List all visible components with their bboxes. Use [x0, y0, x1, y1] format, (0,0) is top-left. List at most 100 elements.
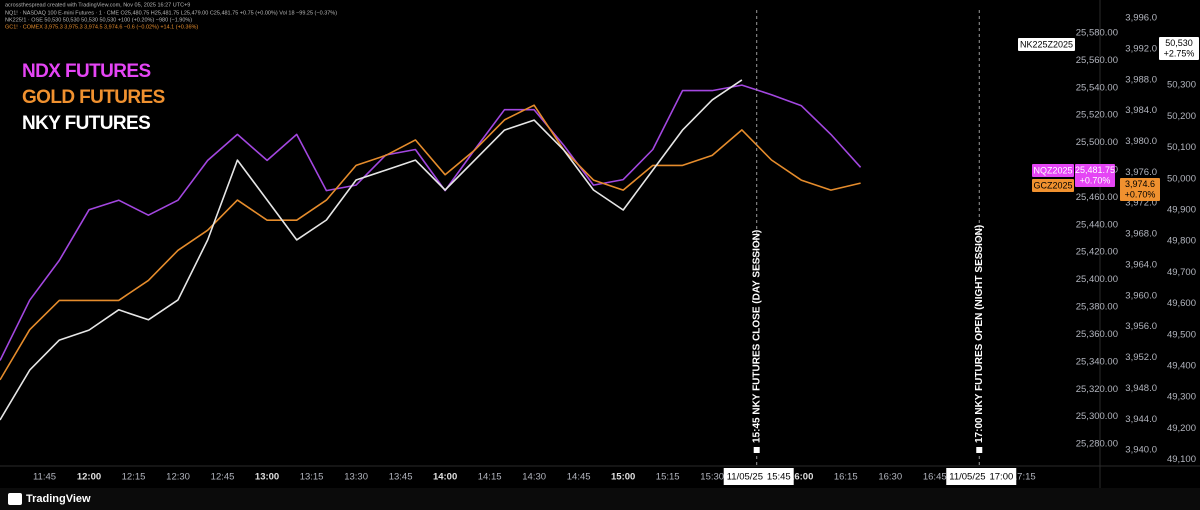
series-line	[0, 79, 743, 421]
legend-entry: NKY FUTURES	[22, 113, 150, 134]
y-tick-label: 3,996.0	[1125, 13, 1157, 24]
event-text: 17:00 NKY FUTURES OPEN (NIGHT SESSION)	[974, 225, 985, 443]
y-tick-label: 25,440.00	[1076, 219, 1118, 230]
symbol-tag	[1032, 164, 1074, 177]
event-text: 15:45 NKY FUTURES CLOSE (DAY SESSION)	[751, 230, 762, 443]
y-tick-label: 3,964.0	[1125, 259, 1157, 270]
y-tick-label: 3,988.0	[1125, 74, 1157, 85]
x-tick-label: 14:30	[522, 472, 546, 483]
event-date-box	[946, 468, 1017, 485]
y-tick-label: 25,320.00	[1076, 384, 1118, 395]
y-tick-label: 25,540.00	[1076, 82, 1118, 93]
y-tick-label: 25,300.00	[1076, 411, 1118, 422]
y-tick-label: 3,968.0	[1125, 229, 1157, 240]
y-tick-label: 50,200	[1167, 111, 1196, 122]
x-tick-label: 16:00	[789, 472, 813, 483]
brand[interactable]: TradingView	[26, 493, 91, 505]
x-tick-label: 12:30	[166, 472, 190, 483]
event-icon	[976, 447, 983, 453]
y-tick-label: 3,952.0	[1125, 352, 1157, 363]
bottom-bar	[0, 488, 1200, 510]
y-tick-label: 3,940.0	[1125, 445, 1157, 456]
logo-icon	[8, 493, 22, 505]
y-tick-label: 50,000	[1167, 173, 1196, 184]
price-tag	[1159, 37, 1199, 60]
event-date: 11/05/25	[949, 472, 985, 483]
event-time: 15:45	[767, 472, 791, 483]
y-tick-label: 25,520.00	[1076, 110, 1118, 121]
x-tick-label: 14:15	[478, 472, 502, 483]
symbol-tag	[1018, 38, 1075, 51]
price-tag-change: +2.75%	[1164, 48, 1195, 58]
price-tag-text: 3,974.6	[1125, 179, 1155, 189]
y-tick-label: 3,980.0	[1125, 136, 1157, 147]
y-tick-label: 25,380.00	[1076, 302, 1118, 313]
y-tick-label: 50,300	[1167, 80, 1196, 91]
symbol-line: NQ1! · NASDAQ 100 E-mini Futures · 1 · C…	[5, 10, 337, 16]
x-tick-label: 16:30	[878, 472, 902, 483]
symbol-tag-text: NQZ2025	[1033, 165, 1072, 175]
y-tick-label: 25,400.00	[1076, 274, 1118, 285]
y-tick-label: 49,200	[1167, 423, 1196, 434]
symbol-line: NK225!1 · OSE 50,530 50,530 50,530 50,53…	[5, 17, 192, 23]
symbol-line: GC1! · COMEX 3,975.3 3,975.3 3,974.5 3,9…	[5, 24, 198, 30]
x-tick-label: 15:15	[656, 472, 680, 483]
y-tick-label: 25,500.00	[1076, 137, 1118, 148]
y-tick-label: 25,360.00	[1076, 329, 1118, 340]
y-tick-label: 25,420.00	[1076, 247, 1118, 258]
legend-entry: GOLD FUTURES	[22, 87, 165, 108]
price-tag-text: 25,481.75	[1075, 165, 1115, 175]
x-tick-label: 17:15	[1012, 472, 1036, 483]
event-time: 17:00	[989, 472, 1013, 483]
legend-entry: NDX FUTURES	[22, 61, 151, 82]
event-date-box	[723, 468, 794, 485]
x-tick-label: 15:00	[611, 472, 635, 483]
x-tick-label: 12:15	[122, 472, 146, 483]
x-tick-label: 13:00	[255, 472, 279, 483]
price-tag	[1120, 178, 1160, 201]
x-tick-label: 15:30	[700, 472, 724, 483]
y-tick-label: 3,972.0	[1125, 198, 1157, 209]
y-tick-label: 49,600	[1167, 298, 1196, 309]
series-line	[0, 84, 862, 361]
symbol-tag-text: NK225Z2025	[1020, 39, 1073, 49]
event-icon	[753, 447, 760, 453]
y-tick-label: 49,100	[1167, 454, 1196, 465]
x-tick-label: 16:15	[834, 472, 858, 483]
symbol-tag	[1032, 179, 1074, 192]
y-tick-label: 49,300	[1167, 392, 1196, 403]
y-tick-label: 25,580.00	[1076, 28, 1118, 39]
y-tick-label: 3,984.0	[1125, 105, 1157, 116]
attribution: acrossthespread created with TradingView…	[5, 2, 190, 8]
price-tag	[1075, 164, 1115, 187]
y-tick-label: 3,992.0	[1125, 43, 1157, 54]
symbol-tag-text: GCZ2025	[1033, 180, 1072, 190]
y-tick-label: 3,944.0	[1125, 414, 1157, 425]
y-tick-label: 49,700	[1167, 267, 1196, 278]
y-tick-label: 25,340.00	[1076, 356, 1118, 367]
y-tick-label: 50,100	[1167, 142, 1196, 153]
y-tick-label: 49,800	[1167, 236, 1196, 247]
y-tick-label: 3,948.0	[1125, 383, 1157, 394]
y-tick-label: 49,900	[1167, 205, 1196, 216]
y-tick-label: 3,960.0	[1125, 290, 1157, 301]
price-tag-change: +0.70%	[1125, 189, 1156, 199]
price-tag-change: +0.70%	[1080, 175, 1111, 185]
y-tick-label: 49,500	[1167, 329, 1196, 340]
x-tick-label: 12:45	[211, 472, 235, 483]
x-tick-label: 14:45	[567, 472, 591, 483]
price-tag-text: 50,530	[1165, 38, 1193, 48]
y-tick-label: 3,976.0	[1125, 167, 1157, 178]
y-tick-label: 25,560.00	[1076, 55, 1118, 66]
x-tick-label: 13:15	[300, 472, 324, 483]
y-tick-label: 49,400	[1167, 361, 1196, 372]
series-line	[0, 104, 861, 381]
event-date: 11/05/25	[727, 472, 763, 483]
x-tick-label: 13:30	[344, 472, 368, 483]
x-tick-label: 16:45	[923, 472, 947, 483]
y-tick-label: 25,280.00	[1076, 439, 1118, 450]
y-tick-label: 25,460.00	[1076, 192, 1118, 203]
x-tick-label: 13:45	[389, 472, 413, 483]
